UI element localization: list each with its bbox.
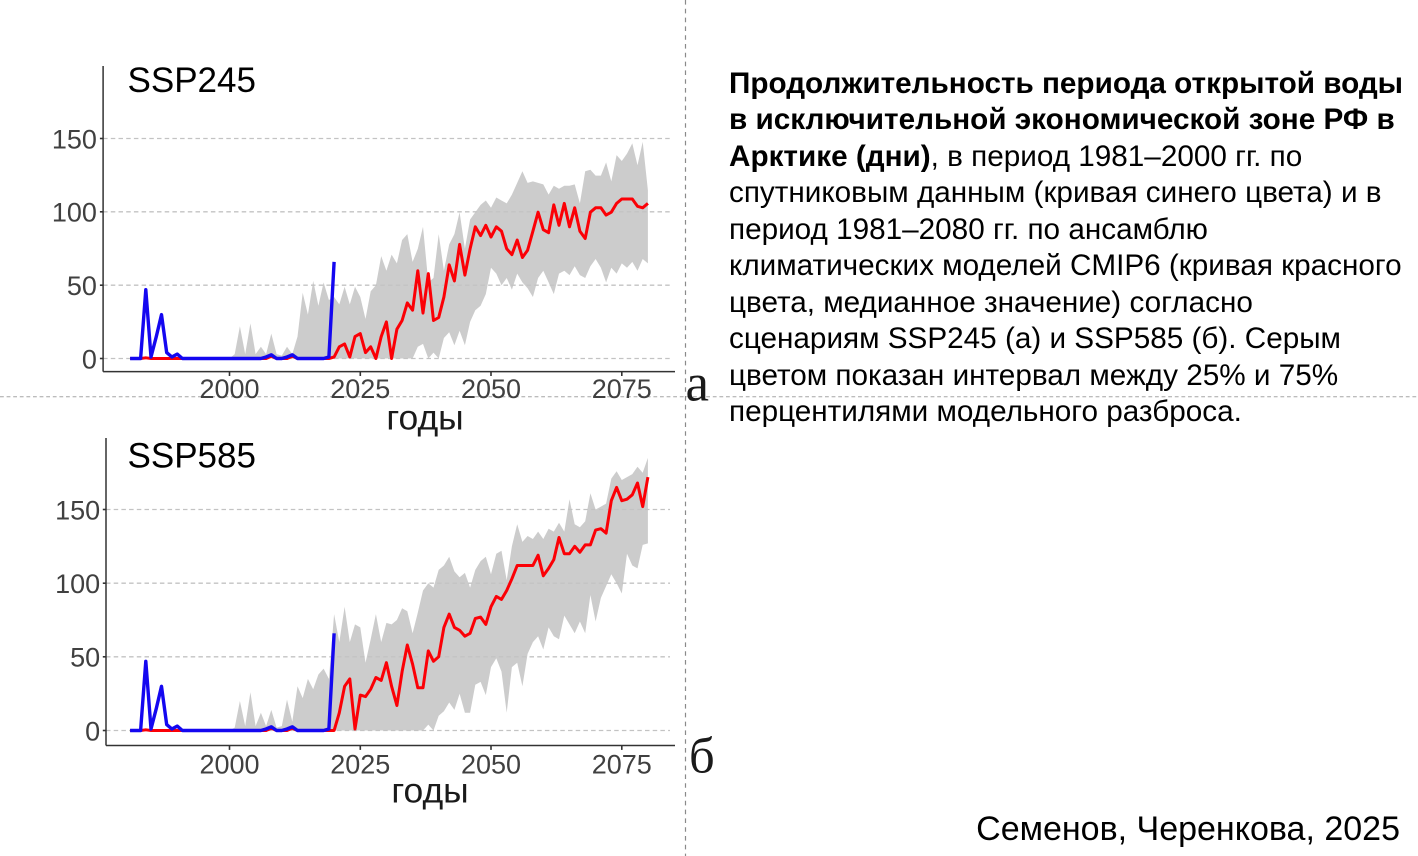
svg-text:2050: 2050 — [461, 374, 521, 404]
svg-text:2050: 2050 — [461, 750, 521, 780]
svg-text:б: б — [689, 728, 715, 784]
svg-text:2000: 2000 — [199, 750, 259, 780]
svg-text:50: 50 — [67, 271, 97, 301]
svg-text:годы: годы — [386, 398, 463, 438]
svg-text:годы: годы — [391, 771, 468, 811]
svg-text:150: 150 — [55, 495, 100, 525]
svg-text:SSP245: SSP245 — [128, 61, 256, 100]
svg-text:2025: 2025 — [330, 750, 390, 780]
svg-text:2075: 2075 — [592, 374, 652, 404]
svg-text:2025: 2025 — [330, 374, 390, 404]
svg-text:а: а — [686, 354, 710, 412]
svg-text:SSP585: SSP585 — [128, 437, 256, 476]
svg-text:150: 150 — [52, 124, 97, 154]
svg-text:50: 50 — [70, 643, 100, 673]
svg-text:2075: 2075 — [592, 750, 652, 780]
svg-text:2000: 2000 — [199, 374, 259, 404]
svg-text:100: 100 — [52, 198, 97, 228]
svg-text:0: 0 — [82, 344, 97, 374]
svg-text:100: 100 — [55, 569, 100, 599]
svg-text:0: 0 — [85, 716, 100, 746]
